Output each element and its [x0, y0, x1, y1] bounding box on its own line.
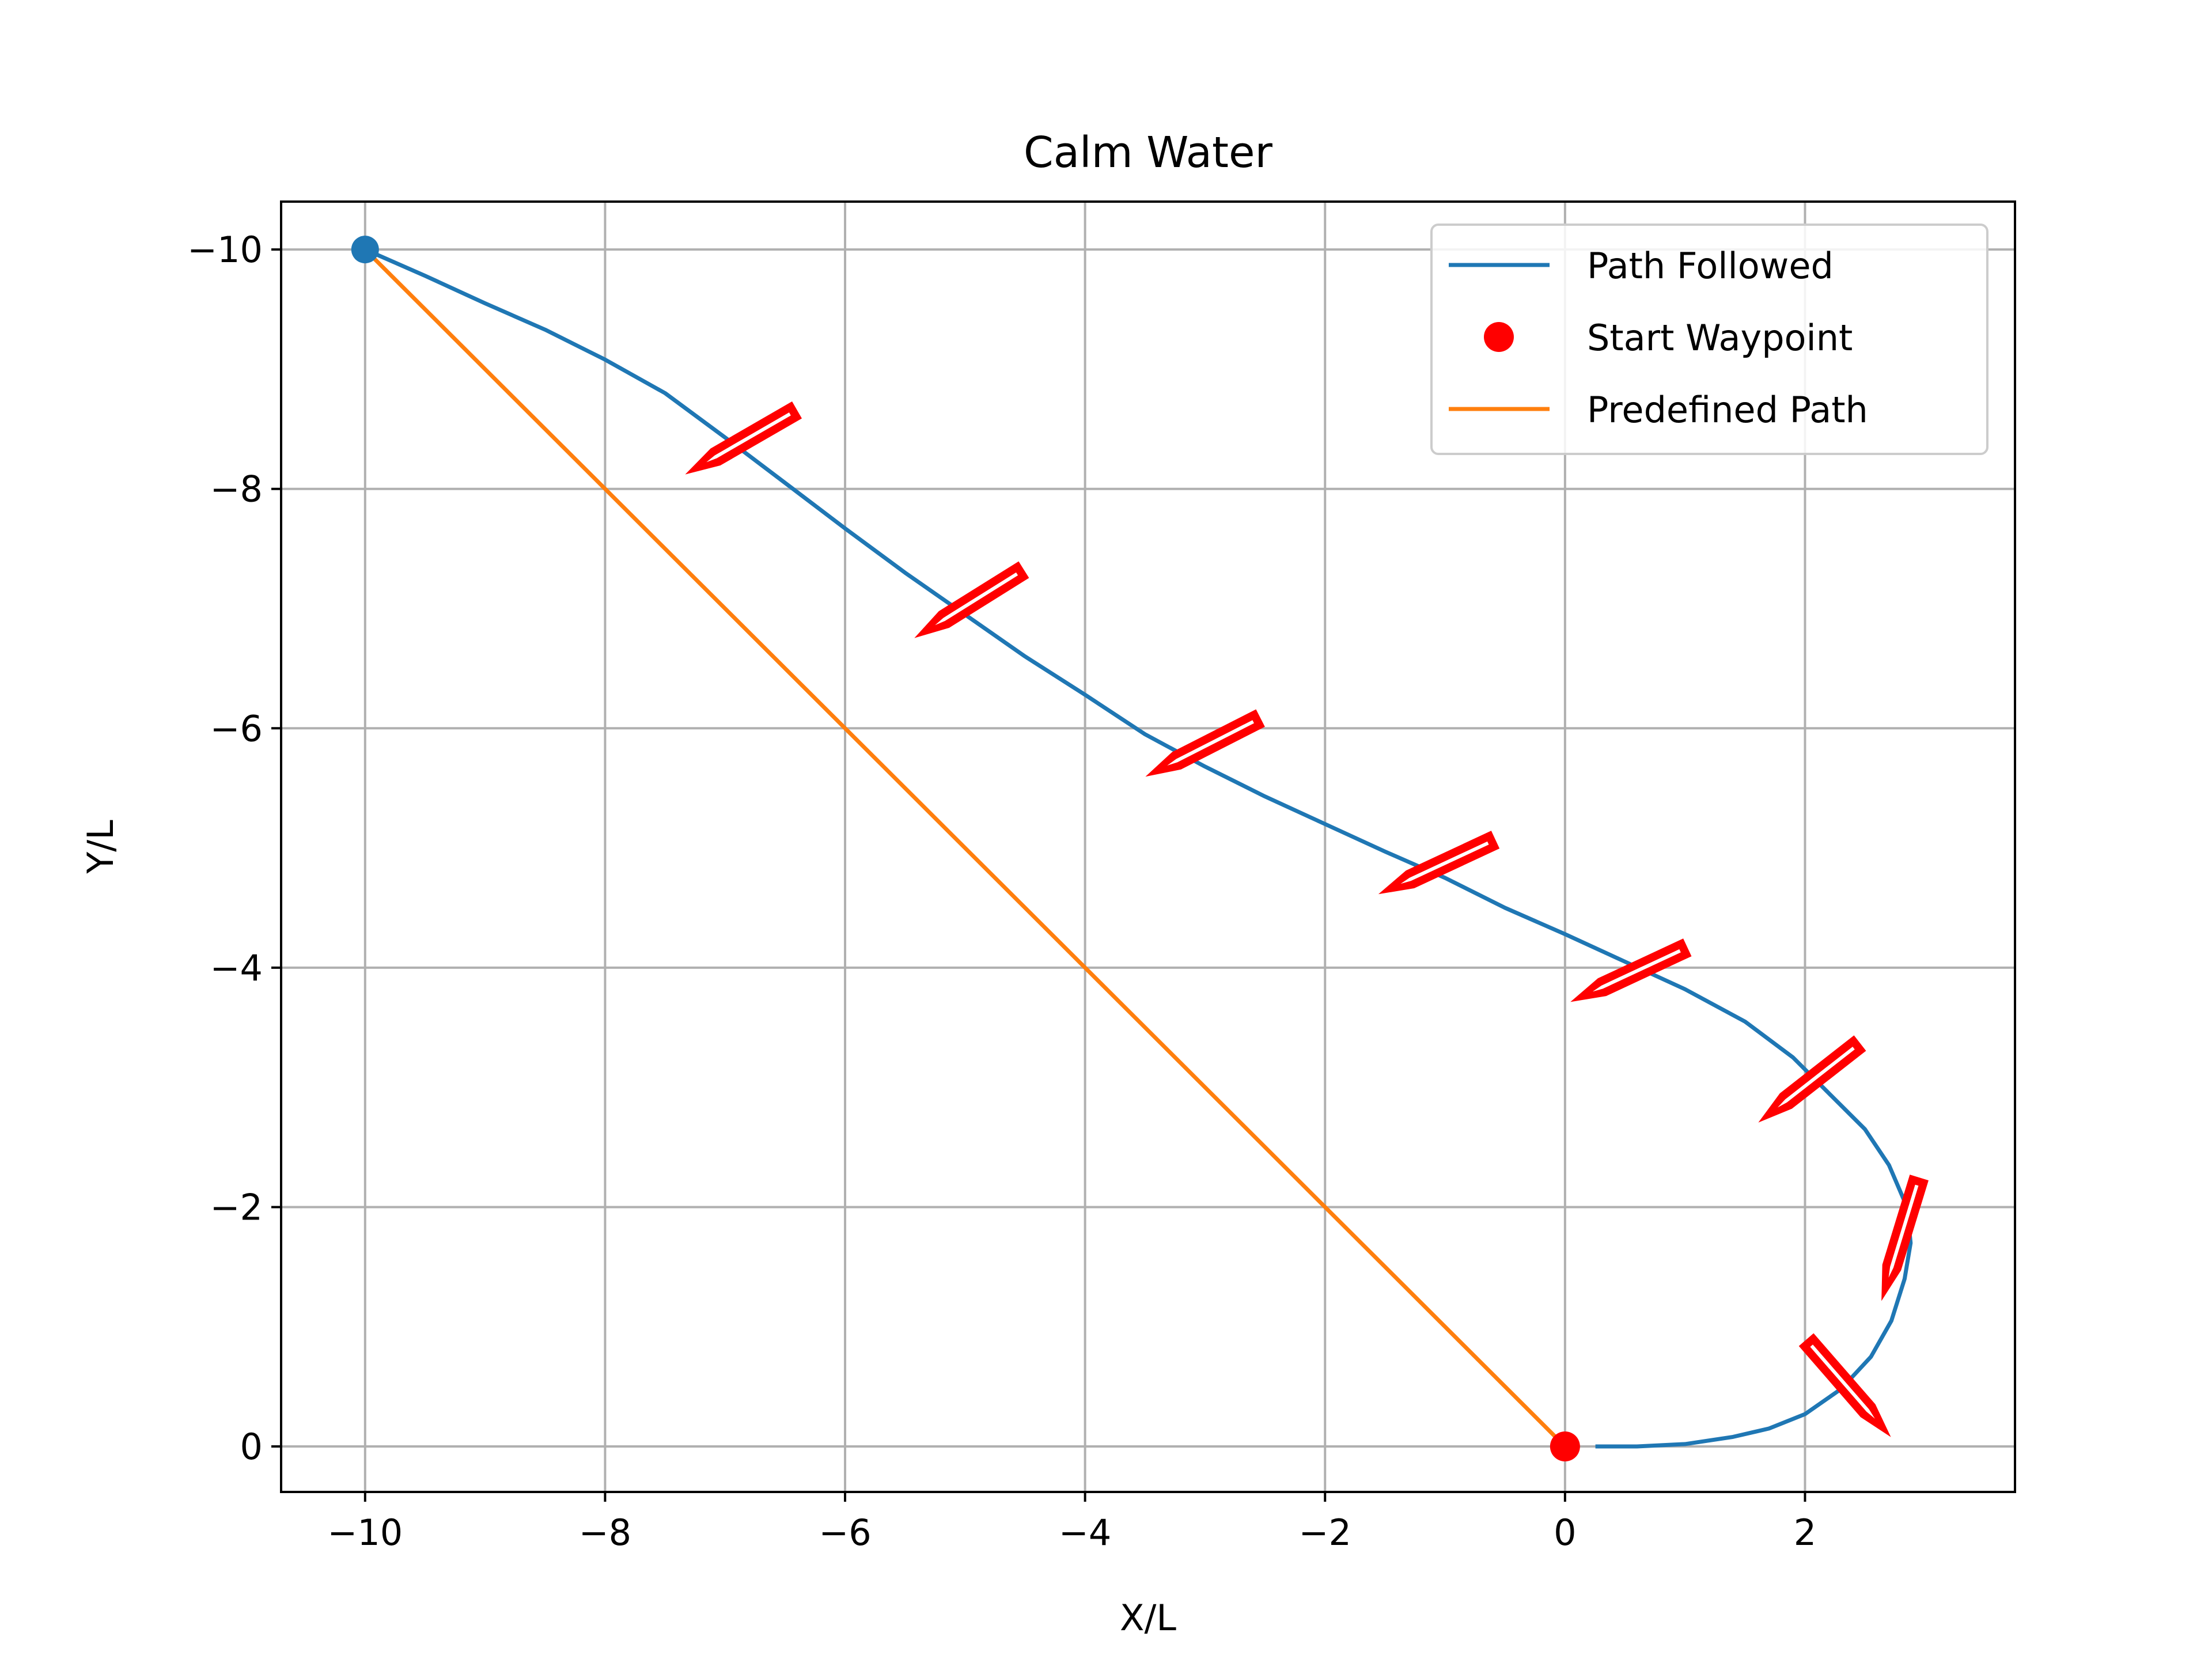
legend-box — [1430, 224, 1988, 455]
vessel-marker — [1378, 831, 1500, 895]
legend-label-predefined-path: Predefined Path — [1587, 389, 1868, 431]
legend-label-path-followed: Path Followed — [1587, 245, 1834, 287]
y-tick-label: −2 — [210, 1186, 263, 1228]
vessel-deck — [1887, 1183, 1920, 1282]
x-axis-label: X/L — [1120, 1597, 1176, 1639]
marker-layer — [351, 236, 1580, 1462]
vessel-marker — [1758, 1035, 1866, 1123]
x-tick-label: −4 — [1059, 1512, 1111, 1554]
vessel-deck — [1164, 718, 1256, 768]
x-tick-label: 2 — [1794, 1512, 1816, 1554]
vessel-deck — [1774, 1045, 1857, 1111]
plot-frame — [280, 200, 2016, 1493]
grid — [281, 202, 2015, 1492]
vessel-deck — [1397, 840, 1491, 886]
legend: Path Followed Start Waypoint Predefined … — [1430, 224, 1988, 455]
x-tick-label: −10 — [327, 1512, 403, 1554]
vessel-marker — [1570, 938, 1692, 1002]
vessel-marker — [1881, 1175, 1929, 1301]
path-followed-line — [362, 247, 1913, 1449]
vessel-deck — [1589, 948, 1683, 994]
predefined-path-line — [362, 247, 1568, 1449]
chart-title: Calm Water — [1024, 128, 1273, 177]
y-tick-label: −4 — [210, 947, 263, 989]
y-tick-label: 0 — [240, 1426, 263, 1468]
vessel-deck — [931, 570, 1020, 628]
vessel-marker — [685, 401, 802, 475]
vessel-deck — [1808, 1343, 1878, 1422]
x-tick-label: −2 — [1299, 1512, 1351, 1554]
vessel-marker — [1145, 709, 1265, 777]
y-tick-label: −6 — [210, 707, 263, 749]
legend-swatch-start-waypoint — [1484, 322, 1514, 352]
x-tick-label: −6 — [819, 1512, 871, 1554]
vessel-layer — [685, 401, 1929, 1437]
vessel-marker — [1798, 1333, 1891, 1437]
y-tick-label: −10 — [187, 229, 263, 271]
start-waypoint-marker — [1550, 1431, 1580, 1462]
y-axis-label: Y/L — [79, 820, 122, 874]
path-end-marker — [351, 236, 379, 264]
legend-label-start-waypoint: Start Waypoint — [1587, 317, 1853, 359]
series-layer — [362, 247, 1913, 1449]
vessel-deck — [703, 411, 793, 465]
y-tick-label: −8 — [210, 468, 263, 510]
x-tick-label: 0 — [1554, 1512, 1576, 1554]
x-tick-label: −8 — [579, 1512, 631, 1554]
ticks: −10 −8 −6 −4 −2 0 2 −10 −8 −6 −4 −2 0 — [187, 229, 1816, 1554]
vessel-marker — [914, 561, 1029, 638]
